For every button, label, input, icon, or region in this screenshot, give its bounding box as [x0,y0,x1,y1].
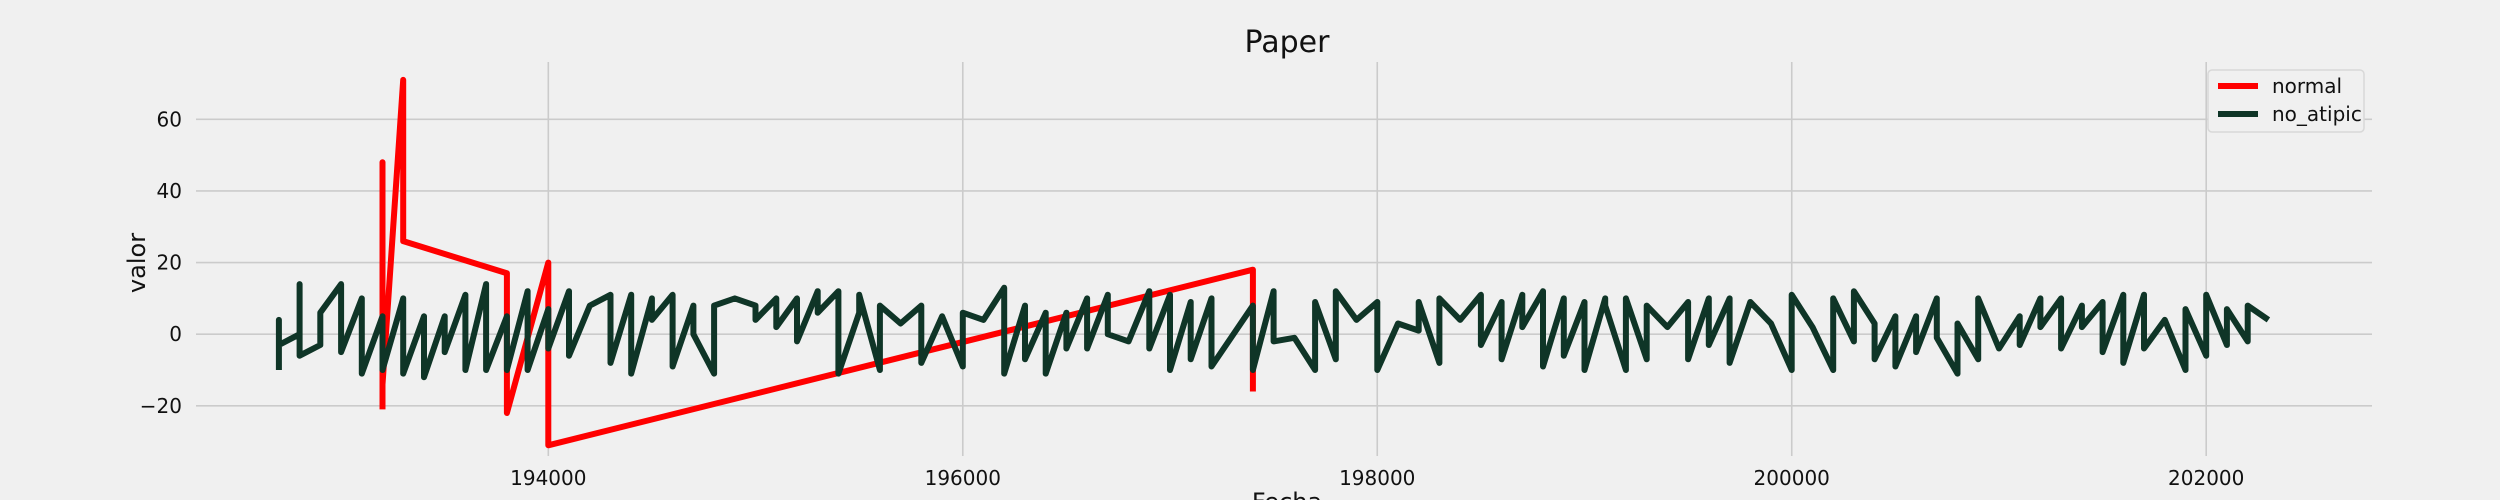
y-axis-label: valor [123,233,151,293]
x-axis-label: Fecha [1252,488,1322,500]
series-line-no-atipic [275,281,2271,381]
legend-label-no-atipic: no_atipic [2272,102,2362,126]
y-tick-label: 0 [169,322,182,346]
x-tick-label: 200000 [1754,466,1830,490]
x-tick-label: 198000 [1339,466,1415,490]
x-tick-label: 194000 [510,466,586,490]
y-tick-label: 20 [157,251,182,275]
legend: normal no_atipic [2207,69,2365,133]
tick-labels: −20 0 20 40 60 194000 196000 198000 200000 202000 [140,107,2245,490]
legend-label-normal: normal [2272,74,2342,98]
grid [196,62,2372,456]
series-line-normal [379,76,1256,449]
x-tick-label: 196000 [925,466,1001,490]
x-tick-label: 202000 [2168,466,2244,490]
chart-title: Paper [1245,25,1331,60]
y-tick-label: 40 [157,179,182,203]
series-lines [275,76,2271,449]
y-tick-label: −20 [140,394,182,418]
y-tick-label: 60 [157,107,182,131]
